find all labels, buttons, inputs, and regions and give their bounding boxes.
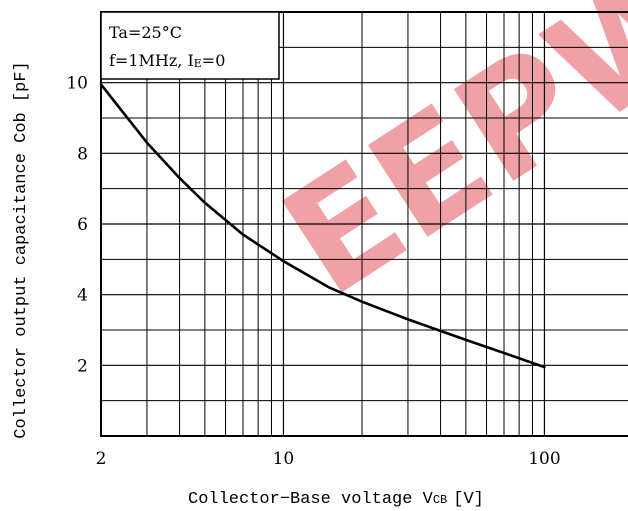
grid xyxy=(101,12,628,436)
x-tick-label: 100 xyxy=(528,449,560,469)
x-axis-title: Collector−Base voltage VCB [V] xyxy=(188,490,484,509)
x-tick-label: 10 xyxy=(273,449,295,469)
x-axis-title-unit: [V] xyxy=(453,490,484,509)
y-tick-label: 4 xyxy=(77,286,88,306)
x-axis-title-sub: CB xyxy=(433,493,447,507)
y-tick-label: 2 xyxy=(77,356,88,376)
annotation-temperature: Ta=25°C xyxy=(109,23,182,42)
x-axis-title-main: Collector−Base voltage V xyxy=(188,490,434,509)
y-tick-label: 10 xyxy=(66,74,88,94)
watermark: EEPW xyxy=(255,0,628,330)
annotation-box xyxy=(100,11,280,80)
y-tick-label: 8 xyxy=(77,144,88,164)
series-line xyxy=(99,83,546,369)
y-tick-label: 6 xyxy=(77,215,88,235)
condition-annotation: Ta=25°C f=1MHz, IE=0 xyxy=(100,11,280,80)
annotation-conditions-sub: E xyxy=(194,57,202,70)
plot-frame xyxy=(100,11,628,437)
x-tick-label: 2 xyxy=(96,449,107,469)
y-tick-labels: 2 4 6 8 10 xyxy=(66,74,88,377)
annotation-conditions: f=1MHz, IE=0 xyxy=(109,51,225,70)
watermark-text: EEPW xyxy=(255,0,628,330)
y-axis-title: Collector output capacitance Cob [pF] xyxy=(12,61,31,438)
annotation-conditions-suffix: =0 xyxy=(202,51,226,70)
x-tick-labels: 2 10 100 xyxy=(96,449,561,469)
annotation-conditions-main: f=1MHz, I xyxy=(109,51,194,70)
